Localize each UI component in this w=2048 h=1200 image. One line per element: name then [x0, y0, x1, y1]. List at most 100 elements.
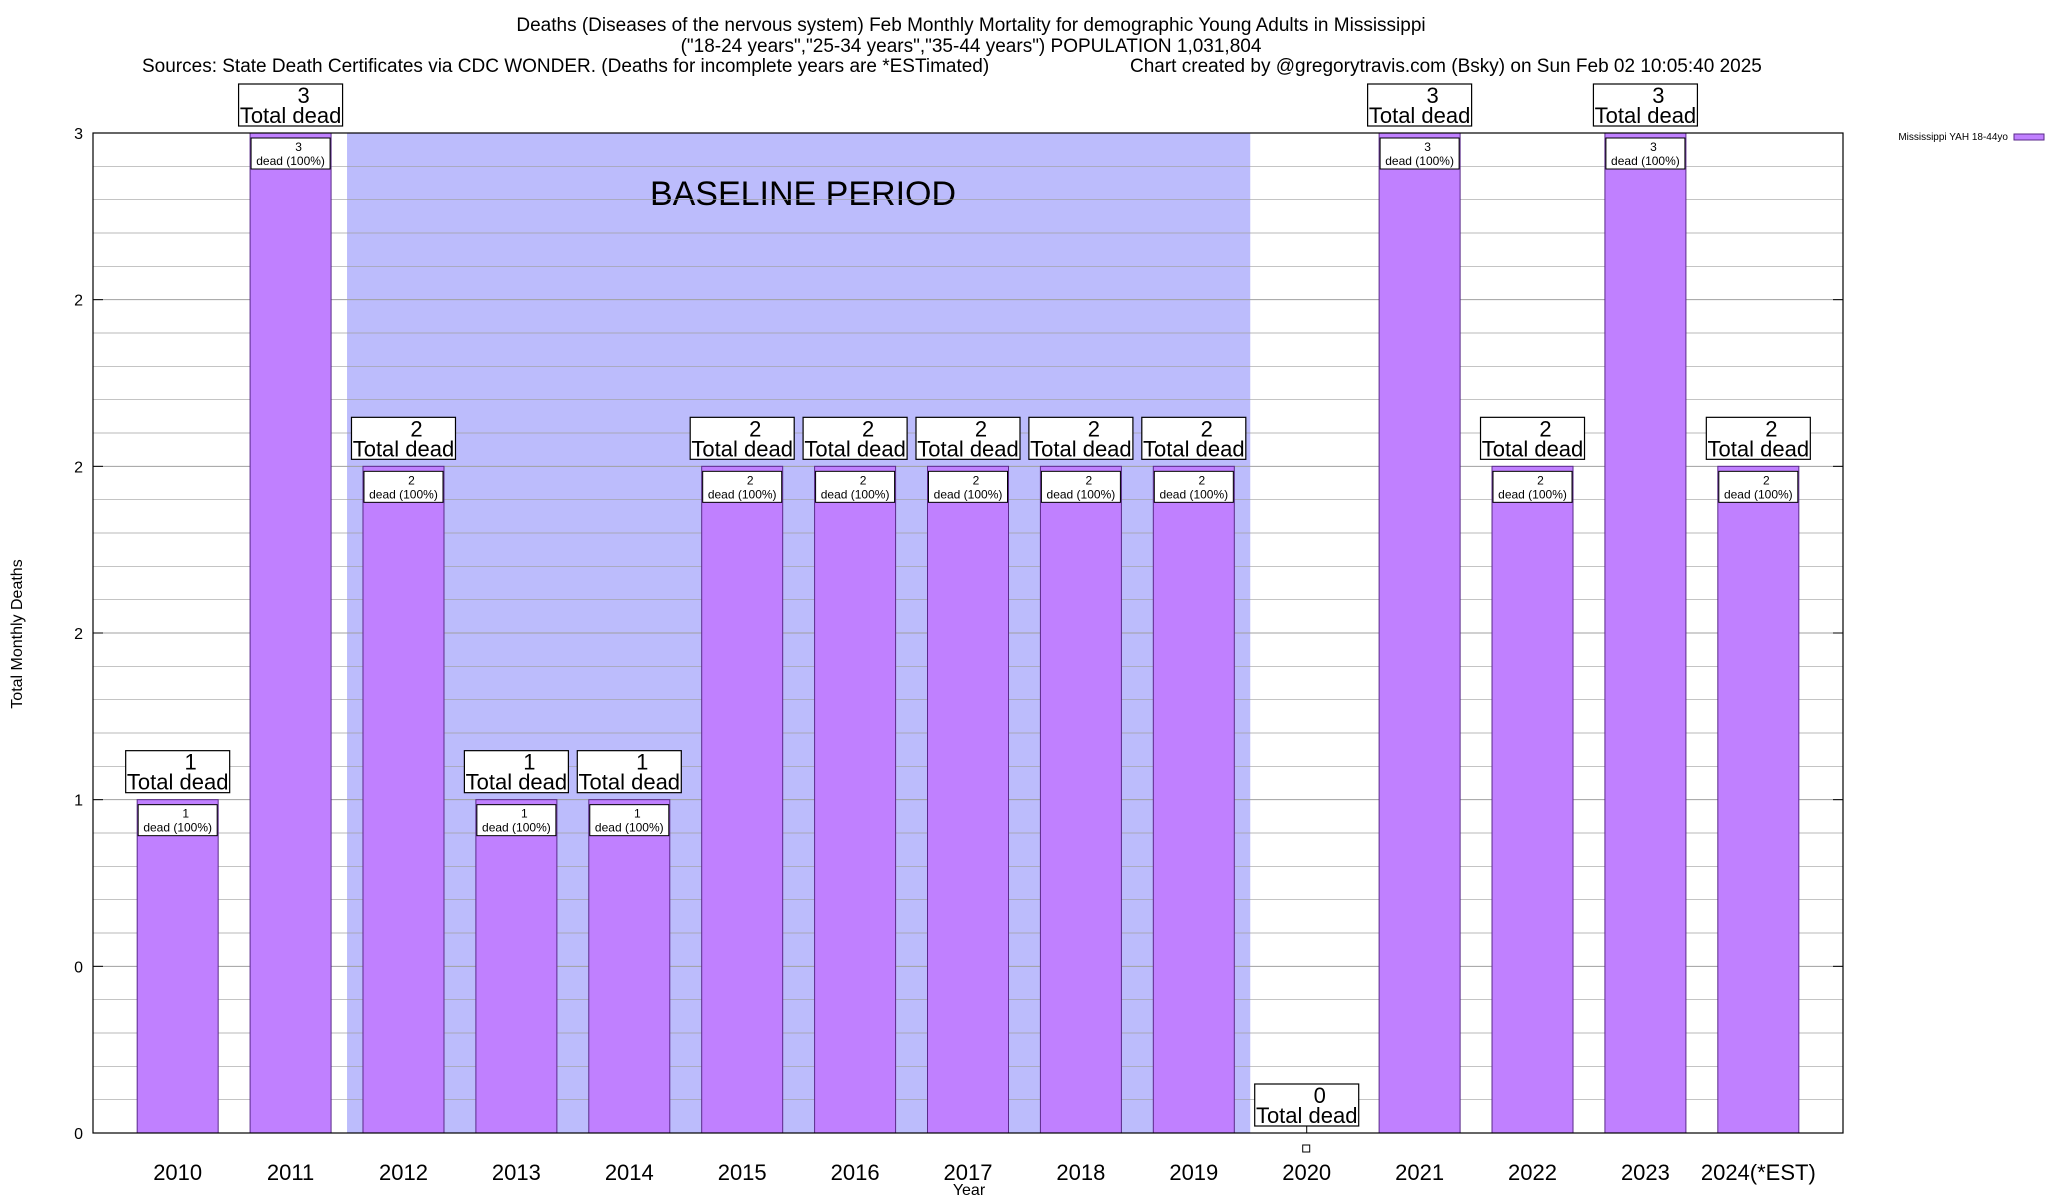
- bar-inner-label-box: [1379, 137, 1460, 170]
- legend-label: Mississippi YAH 18-44yo: [1898, 132, 2008, 143]
- bar-inner-label-box: [815, 470, 896, 503]
- total-count: 2: [1201, 416, 1213, 441]
- total-count: 3: [1652, 83, 1664, 108]
- x-tick-label: 2017: [944, 1160, 993, 1185]
- bar-inner-label-box: [702, 470, 783, 503]
- total-label: Total dead: [466, 770, 568, 795]
- plot-border: [92, 132, 1844, 1134]
- bar-inner-label: dead (100%): [1498, 487, 1567, 501]
- total-label: Total dead: [240, 103, 342, 128]
- x-tick-label: 2018: [1056, 1160, 1105, 1185]
- bar-inner-count: 1: [182, 807, 189, 821]
- bar-inner-label-box: [1040, 470, 1121, 503]
- chart-title-line-2: ("18-24 years","25-34 years","35-44 year…: [681, 36, 1262, 57]
- bar-inner-count: 2: [860, 473, 867, 487]
- total-label-box: [125, 750, 231, 794]
- total-count: 2: [1088, 416, 1100, 441]
- x-tick-label: 2019: [1169, 1160, 1218, 1185]
- y-axis-label: Total Monthly Deaths: [9, 559, 26, 708]
- total-label-box: [1028, 416, 1134, 460]
- chart-credit-line: Chart created by @gregorytravis.com (Bsk…: [1130, 56, 1762, 77]
- bar-inner-count: 2: [1537, 473, 1544, 487]
- bar-inner-label: dead (100%): [1724, 487, 1793, 501]
- y-tick-label: 0: [74, 959, 83, 976]
- bar-inner-label: dead (100%): [369, 487, 438, 501]
- bar-inner-count: 2: [1198, 473, 1205, 487]
- bar-inner-label: dead (100%): [934, 487, 1003, 501]
- total-label: Total dead: [1595, 103, 1697, 128]
- bar: [927, 465, 1009, 1134]
- bar-inner-label: dead (100%): [143, 821, 212, 835]
- total-label-box: [576, 750, 682, 794]
- bar: [136, 799, 219, 1134]
- bar: [475, 799, 558, 1134]
- bar-inner-label: dead (100%): [595, 821, 664, 835]
- bar-inner-count: 2: [1763, 473, 1770, 487]
- total-count: 2: [1539, 416, 1551, 441]
- bar: [588, 799, 671, 1134]
- bar: [249, 132, 332, 1134]
- bar: [1491, 465, 1574, 1134]
- bar-inner-label-box: [250, 137, 331, 170]
- total-label-box: [1592, 83, 1699, 127]
- total-count: 1: [185, 750, 197, 775]
- chart-title-line-1: Deaths (Diseases of the nervous system) …: [516, 15, 1425, 36]
- x-tick-label: 2022: [1508, 1160, 1557, 1185]
- bar-inner-label: dead (100%): [1159, 487, 1228, 501]
- x-tick-label: 2024(*EST): [1701, 1160, 1816, 1185]
- bar-inner-count: 2: [408, 473, 415, 487]
- chart-sources-line: Sources: State Death Certificates via CD…: [142, 56, 989, 77]
- bar: [1378, 132, 1461, 1134]
- total-label: Total dead: [1143, 436, 1245, 461]
- total-label-box: [915, 416, 1021, 460]
- x-tick-label: 2011: [267, 1160, 314, 1185]
- baseline-period-label: BASELINE PERIOD: [650, 175, 956, 213]
- bar: [701, 465, 784, 1134]
- bar-inner-count: 1: [521, 807, 528, 821]
- x-tick-label: 2021: [1395, 1160, 1444, 1185]
- total-count: 2: [862, 416, 874, 441]
- bar-inner-count: 2: [973, 473, 980, 487]
- total-label: Total dead: [127, 770, 229, 795]
- x-tick-label: 2020: [1282, 1160, 1331, 1185]
- bar-inner-label-box: [476, 804, 557, 837]
- total-label: Total dead: [579, 770, 681, 795]
- x-tick-label: 2015: [718, 1160, 767, 1185]
- bar-inner-label: dead (100%): [1385, 154, 1454, 168]
- total-label-box: [1141, 416, 1247, 460]
- bar-inner-count: 2: [1086, 473, 1093, 487]
- bar-inner-label-box: [1492, 470, 1573, 503]
- total-count: 1: [523, 750, 535, 775]
- bar: [1152, 465, 1235, 1134]
- legend-swatch: [2013, 133, 2045, 141]
- bar-inner-label: dead (100%): [1047, 487, 1116, 501]
- y-tick-label: 3: [74, 126, 83, 143]
- x-axis-label: Year: [953, 1182, 986, 1199]
- bar: [1717, 465, 1800, 1134]
- total-count: 2: [975, 416, 987, 441]
- y-tick-label: 2: [74, 459, 83, 476]
- total-label: Total dead: [353, 436, 455, 461]
- bar-inner-label: dead (100%): [1611, 154, 1680, 168]
- total-label-box: [350, 416, 457, 460]
- bar: [814, 465, 897, 1134]
- y-tick-label: 2: [74, 626, 83, 643]
- total-count: 1: [636, 750, 648, 775]
- bar-inner-label-box: [1605, 137, 1686, 170]
- total-count: 2: [1765, 416, 1777, 441]
- x-tick-label: 2014: [605, 1160, 654, 1185]
- total-label: Total dead: [1708, 436, 1810, 461]
- bar-inner-label-box: [363, 470, 444, 503]
- bar-inner-count: 3: [295, 140, 302, 154]
- bar: [362, 465, 445, 1134]
- zero-marker: [1302, 1144, 1311, 1153]
- bar-inner-label: dead (100%): [708, 487, 777, 501]
- y-tick-label: 0: [74, 1126, 83, 1143]
- total-label: Total dead: [1030, 436, 1132, 461]
- total-count: 2: [749, 416, 761, 441]
- x-tick-label: 2023: [1621, 1160, 1670, 1185]
- bar-inner-count: 1: [634, 807, 641, 821]
- bar-inner-label-box: [589, 804, 670, 837]
